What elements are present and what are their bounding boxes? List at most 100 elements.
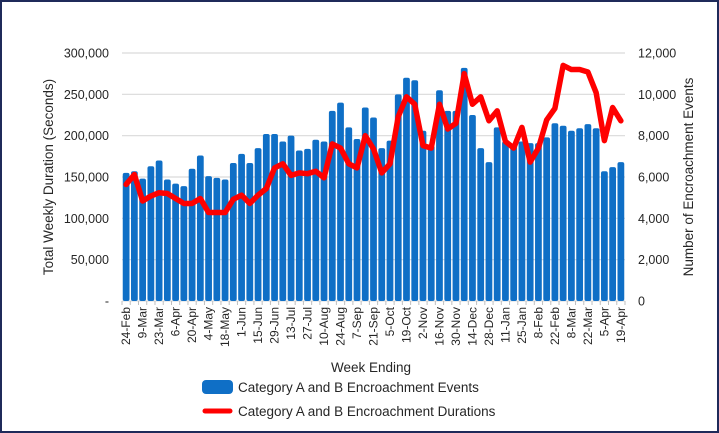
y2-tick-label: 2,000 <box>638 253 669 267</box>
bar <box>353 138 361 301</box>
bar <box>213 177 221 301</box>
bar <box>139 178 146 301</box>
x-tick-label: 13-Jul <box>284 307 298 340</box>
x-tick-label: 11-Jan <box>498 307 512 343</box>
y-tick-label: 250,000 <box>64 88 109 102</box>
bar <box>122 172 130 301</box>
x-tick-label: 30-Nov <box>449 307 463 346</box>
bar <box>205 176 212 301</box>
bar <box>576 128 584 301</box>
x-tick-label: 28-Dec <box>482 307 496 346</box>
y2-tick-label: 10,000 <box>638 88 676 102</box>
x-tick-label: 10-Aug <box>317 307 331 346</box>
x-tick-label: 5-Apr <box>597 307 611 336</box>
x-tick-label: 22-Feb <box>548 307 562 345</box>
bar <box>485 162 493 301</box>
bar <box>609 167 617 301</box>
bar <box>452 110 460 301</box>
x-tick-label: 16-Nov <box>432 307 446 346</box>
bar <box>345 127 353 302</box>
legend-label-events: Category A and B Encroachment Events <box>238 380 479 395</box>
bar <box>172 183 179 301</box>
bar <box>502 141 509 301</box>
y2-tick-label: 0 <box>638 295 645 309</box>
bar <box>320 141 328 301</box>
bar <box>411 80 419 301</box>
x-tick-label: 6-Apr <box>169 307 183 336</box>
bar <box>254 148 262 301</box>
x-tick-label: 24-Aug <box>334 307 348 346</box>
x-tick-label: 18-May <box>218 307 232 347</box>
bar <box>386 140 394 301</box>
bar <box>568 130 575 301</box>
bar <box>493 127 501 302</box>
x-tick-label: 24-Feb <box>119 307 133 345</box>
bar <box>592 128 600 301</box>
x-tick-label: 29-Jun <box>268 307 282 344</box>
bar <box>238 153 245 301</box>
bar <box>419 130 427 301</box>
bar <box>601 171 608 301</box>
bar <box>180 186 188 301</box>
bar <box>510 144 518 301</box>
bar <box>370 117 377 301</box>
bar <box>617 162 625 301</box>
x-tick-label: 5-Oct <box>383 306 397 336</box>
bar <box>337 102 344 301</box>
y2-tick-label: 8,000 <box>638 129 669 143</box>
bar <box>559 125 567 301</box>
bar <box>130 171 138 301</box>
bars-group <box>122 67 625 302</box>
bar <box>229 162 237 301</box>
x-axis-ticks: 24-Feb 9-Mar 23-Mar 6-Apr 20-Apr 4-May 18-May 1… <box>119 301 628 347</box>
bar <box>155 160 163 301</box>
bar <box>188 168 196 301</box>
bar <box>535 143 542 301</box>
legend: Category A and B Encroachment Events Cat… <box>202 380 496 419</box>
bar <box>403 77 410 301</box>
y-tick-label: 200,000 <box>64 129 109 143</box>
bar <box>477 148 485 301</box>
x-tick-label: 15-Jun <box>251 307 265 344</box>
y-tick-label: 300,000 <box>64 47 109 61</box>
x-tick-label: 7-Sep <box>350 307 364 339</box>
bar <box>518 141 526 301</box>
bar <box>427 145 435 301</box>
x-tick-label: 27-Jul <box>301 307 315 340</box>
bar <box>147 166 155 301</box>
bar <box>271 134 278 301</box>
y-tick-label: 50,000 <box>71 253 109 267</box>
bar <box>394 94 402 301</box>
bar <box>551 123 559 302</box>
legend-label-durations: Category A and B Encroachment Durations <box>238 404 496 419</box>
bar <box>295 150 303 301</box>
line-group <box>123 62 624 216</box>
bar <box>287 135 295 301</box>
bar <box>163 179 171 301</box>
x-tick-label: 2-Nov <box>416 307 430 339</box>
right-axis-ticks: 0 2,000 4,000 6,000 8,000 10,000 12,000 <box>638 47 676 309</box>
bar <box>246 162 254 301</box>
x-tick-label: 8-Mar <box>564 307 578 338</box>
x-tick-label: 1-Jun <box>235 307 249 337</box>
y-tick-label: - <box>105 295 109 309</box>
legend-swatch-events <box>202 380 233 394</box>
x-tick-label: 22-Mar <box>581 307 595 345</box>
y2-axis-title: Number of Encroachment Events <box>681 77 696 276</box>
bar <box>469 115 476 301</box>
bar <box>584 124 592 302</box>
bar <box>460 67 468 301</box>
x-tick-label: 8-Feb <box>531 307 545 339</box>
y2-tick-label: 6,000 <box>638 171 669 185</box>
bar <box>526 143 534 301</box>
x-tick-label: 25-Jan <box>515 307 529 344</box>
left-axis-ticks: - 50,000 100,000 150,000 200,000 250,000 300,0… <box>64 47 109 309</box>
bar <box>361 107 369 301</box>
bar <box>328 110 336 301</box>
bar <box>279 141 287 301</box>
bar <box>221 179 229 301</box>
y2-tick-label: 4,000 <box>638 212 669 226</box>
bar <box>196 155 204 301</box>
bar <box>444 110 452 301</box>
